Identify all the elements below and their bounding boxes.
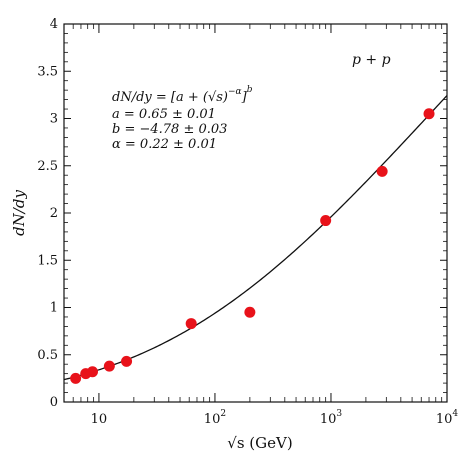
x-axis-title: √s (GeV): [227, 434, 292, 452]
x-tick-label: 102: [204, 409, 226, 427]
data-point: [423, 108, 435, 120]
y-tick-label: 2.5: [37, 159, 58, 174]
data-point: [103, 360, 115, 372]
param-b-label: b = −4.78 ± 0.03: [112, 122, 227, 137]
param-a-label: a = 0.65 ± 0.01: [112, 107, 216, 122]
x-tick-label: 10: [91, 412, 108, 427]
y-tick-label: 1: [50, 301, 58, 316]
y-tick-label: 1.5: [37, 253, 58, 268]
y-tick-label: 3: [50, 112, 58, 127]
y-axis-title: dN/dy: [10, 190, 28, 236]
plot-frame: [63, 23, 448, 403]
param-alpha-label: α = 0.22 ± 0.01: [112, 137, 217, 152]
data-point: [320, 215, 332, 227]
y-tick-label: 4: [50, 17, 58, 32]
y-tick-label: 0.5: [37, 348, 58, 363]
data-point: [376, 165, 388, 177]
formula-label: dN/dy = [a + (√s)−α]b: [112, 85, 253, 105]
data-point: [86, 366, 98, 378]
y-tick-label: 0: [50, 395, 58, 410]
y-tick-label: 2: [50, 206, 58, 221]
x-tick-label: 103: [320, 409, 343, 427]
x-tick-label: 104: [436, 409, 459, 427]
system-label: p + p: [352, 52, 391, 68]
y-tick-label: 3.5: [37, 64, 58, 79]
data-point: [244, 306, 256, 318]
data-point: [70, 372, 82, 384]
data-point: [185, 318, 197, 330]
data-point: [121, 355, 133, 367]
